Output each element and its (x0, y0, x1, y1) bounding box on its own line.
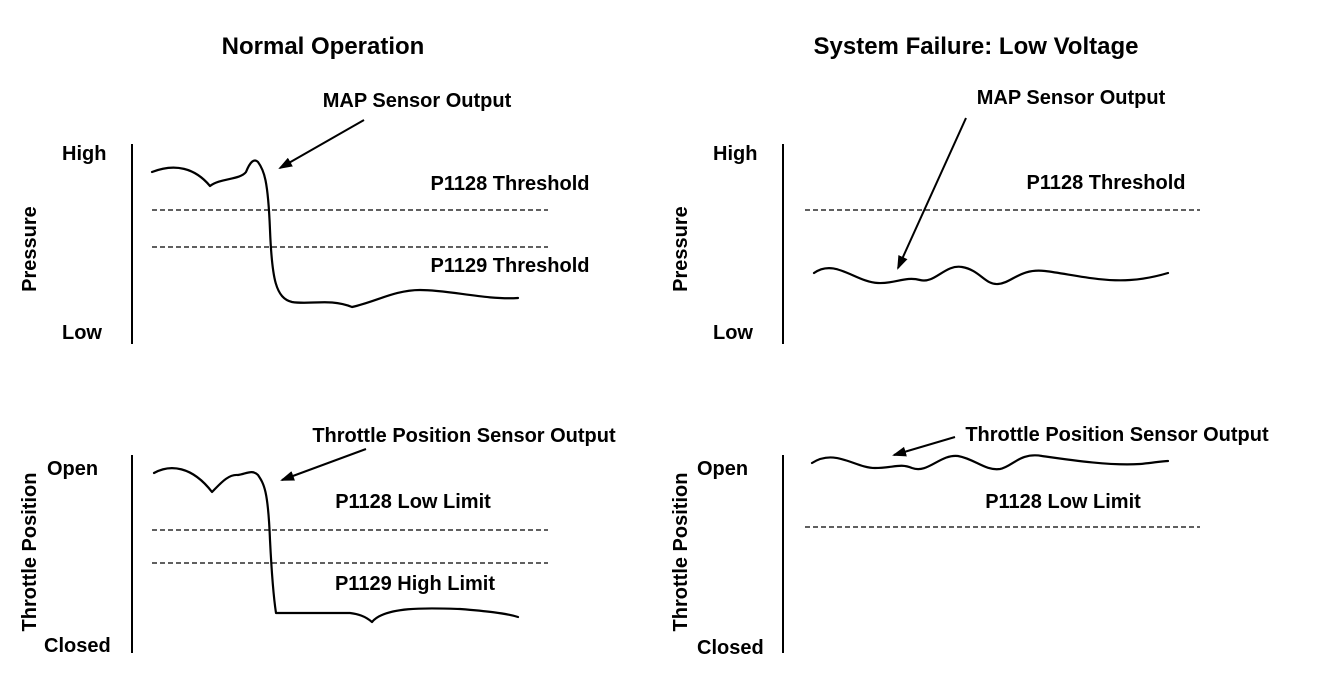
left-pressure-axis-label: Pressure (19, 206, 41, 292)
right-throttle-closed-label: Closed (697, 637, 764, 659)
left-map-pointer-arrow (278, 119, 365, 169)
left-throttle-sensor-trace (152, 467, 520, 624)
right-throttle-axis-label: Throttle Position (670, 473, 692, 632)
left-throttle-panel: Open Closed Throttle Position P1128 Low … (19, 425, 616, 657)
right-pressure-panel: High Low Pressure P1128 Threshold MAP Se… (670, 87, 1200, 344)
left-pressure-high-label: High (62, 143, 106, 165)
left-tps-label: Throttle Position Sensor Output (312, 425, 616, 447)
right-tps-label: Throttle Position Sensor Output (965, 424, 1269, 446)
right-p1128-low-limit-label: P1128 Low Limit (985, 491, 1141, 513)
right-map-sensor-label: MAP Sensor Output (977, 87, 1166, 109)
right-throttle-sensor-trace (810, 454, 1170, 471)
right-throttle-open-label: Open (697, 458, 748, 480)
right-p1128-threshold-label: P1128 Threshold (1027, 172, 1186, 194)
left-throttle-axis-label: Throttle Position (19, 473, 41, 632)
right-pressure-axis-label: Pressure (670, 206, 692, 292)
right-pressure-low-label: Low (713, 322, 753, 344)
left-map-sensor-trace (150, 159, 520, 309)
left-pressure-panel: High Low Pressure P1128 Threshold P1129 … (19, 90, 589, 344)
right-pressure-high-label: High (713, 143, 757, 165)
left-p1129-high-limit-label: P1129 High Limit (335, 573, 495, 595)
right-tps-pointer-arrow (892, 436, 956, 457)
left-pressure-low-label: Low (62, 322, 102, 344)
right-throttle-panel: Open Closed Throttle Position P1128 Low … (670, 424, 1269, 659)
left-tps-pointer-arrow (280, 448, 367, 481)
left-p1128-threshold-label: P1128 Threshold (431, 173, 590, 195)
left-p1129-threshold-label: P1129 Threshold (431, 255, 590, 277)
right-map-pointer-arrow (897, 117, 967, 270)
left-throttle-closed-label: Closed (44, 635, 111, 657)
right-title: System Failure: Low Voltage (814, 33, 1139, 60)
left-p1128-low-limit-label: P1128 Low Limit (335, 491, 491, 513)
right-map-sensor-trace (812, 265, 1170, 286)
left-throttle-open-label: Open (47, 458, 98, 480)
left-map-sensor-label: MAP Sensor Output (323, 90, 512, 112)
left-title: Normal Operation (222, 33, 425, 60)
